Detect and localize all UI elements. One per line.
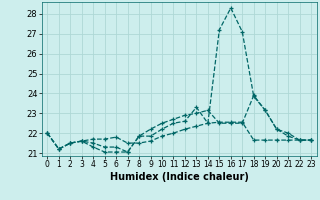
X-axis label: Humidex (Indice chaleur): Humidex (Indice chaleur): [110, 172, 249, 182]
